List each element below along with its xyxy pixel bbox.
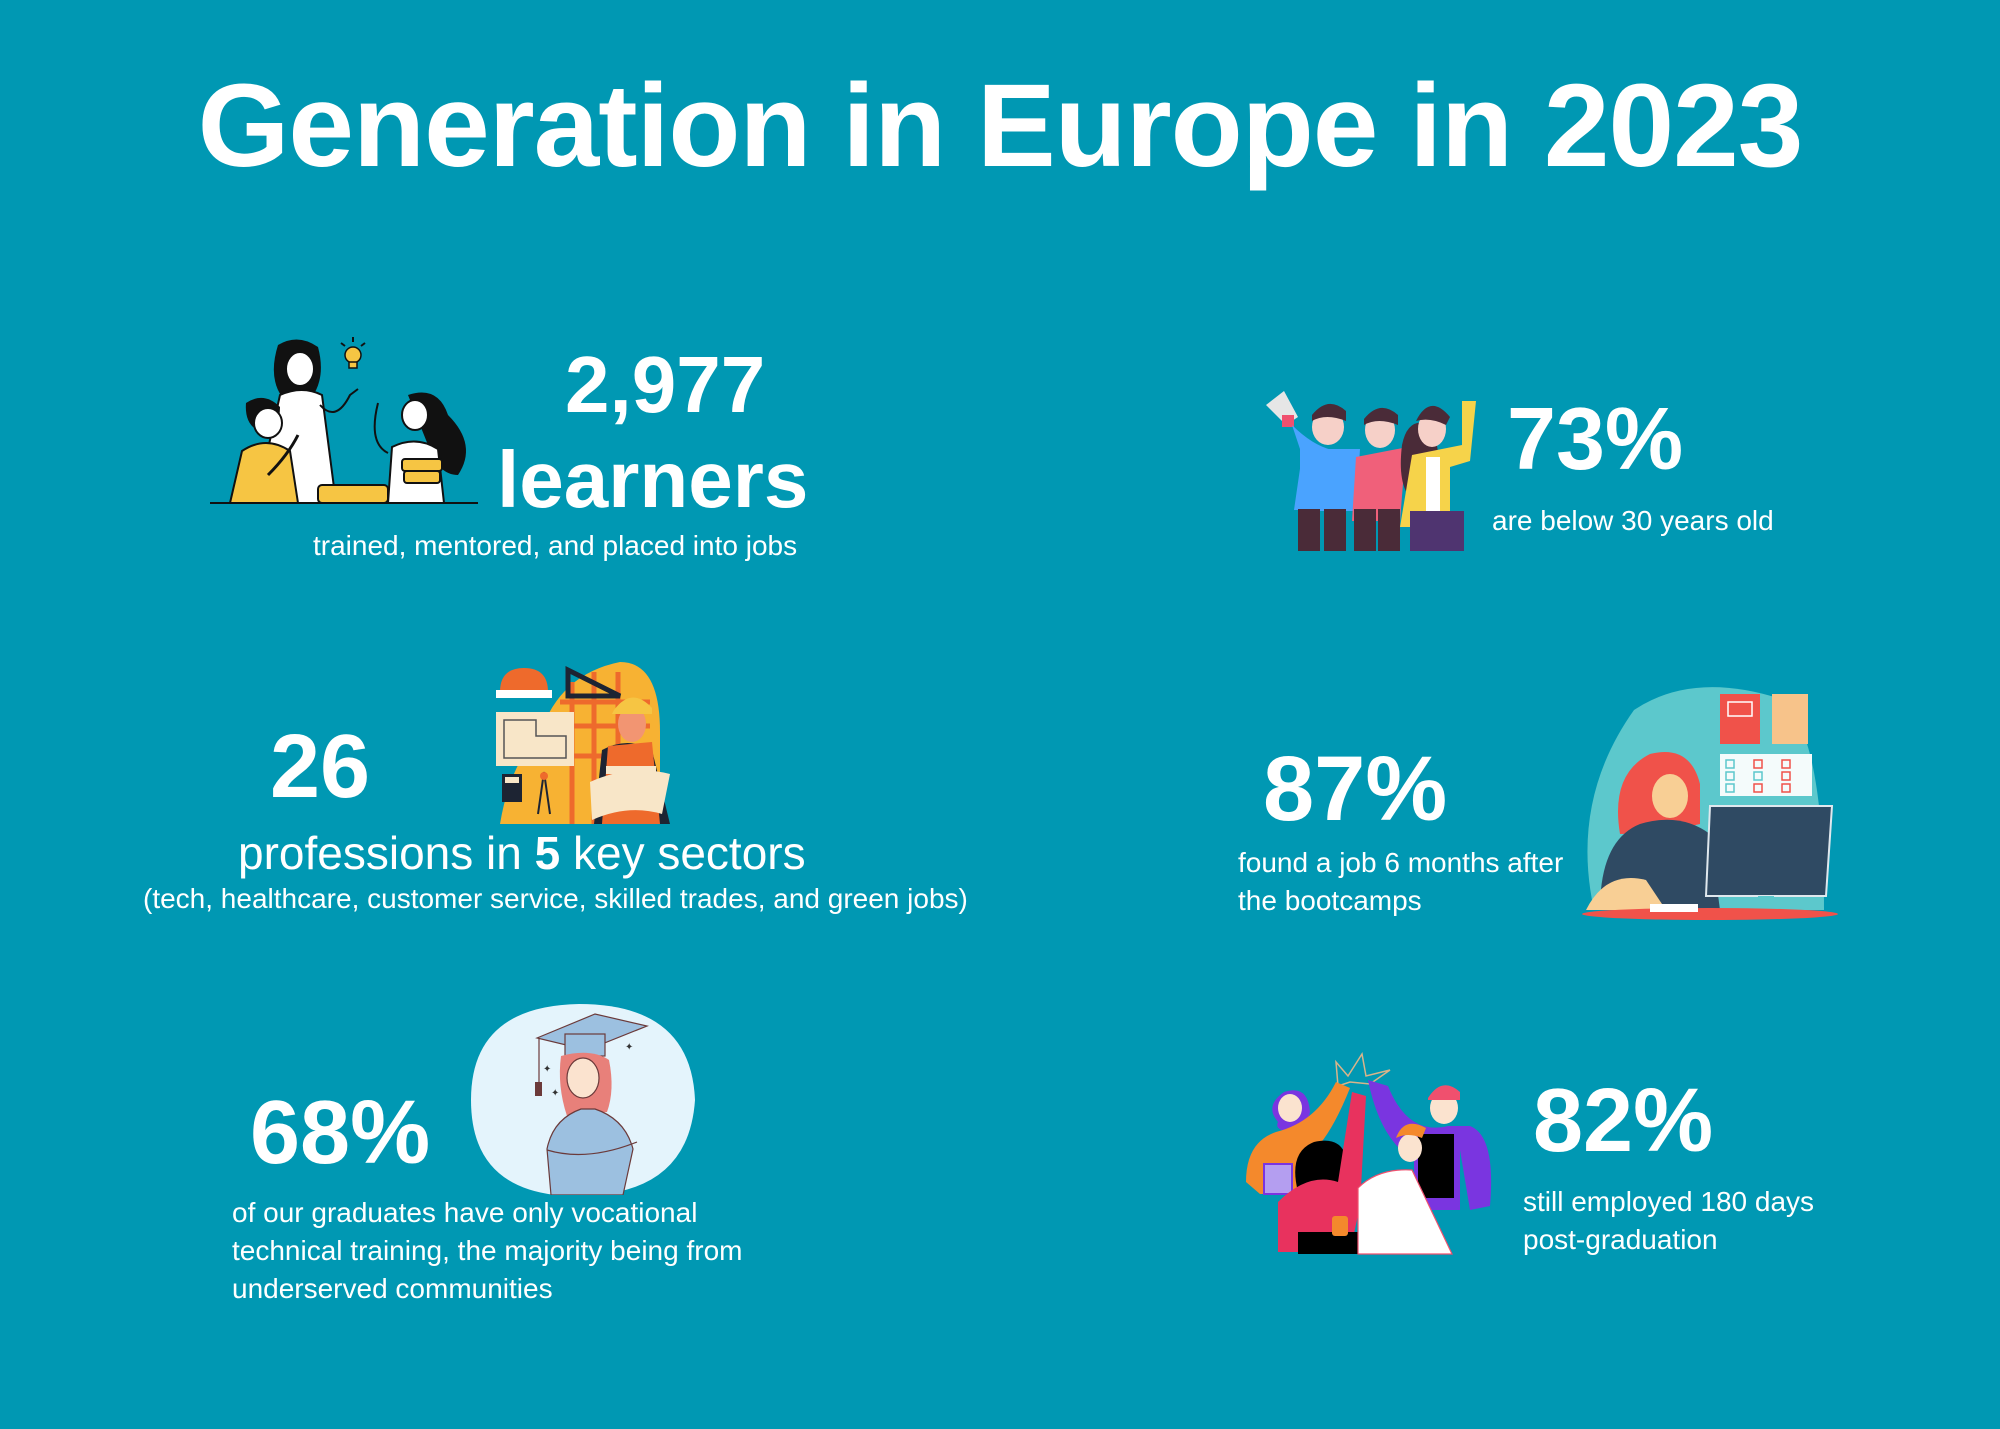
svg-text:✦: ✦: [543, 1064, 551, 1075]
learners-description: trained, mentored, and placed into jobs: [313, 530, 798, 561]
job-found-description-line2: the bootcamps: [1238, 885, 1422, 916]
svg-text:✦: ✦: [625, 1042, 633, 1053]
sectors-count: 5: [534, 827, 561, 879]
retention-description-line2: post-graduation: [1523, 1224, 1718, 1255]
sectors-description: (tech, healthcare, customer service, ski…: [143, 883, 968, 914]
learners-group-illustration-icon: [208, 335, 483, 507]
professions-label-prefix: professions in: [238, 827, 535, 879]
professions-count: 26: [270, 717, 371, 817]
learners-count: 2,977: [565, 340, 766, 429]
retention-percent: 82%: [1533, 1071, 1714, 1171]
high-five-team-illustration-icon: [1238, 1052, 1508, 1262]
professions-label: professions in 5 key sectors: [238, 826, 806, 880]
svg-text:✦: ✦: [551, 1088, 559, 1099]
under30-percent: 73%: [1507, 389, 1684, 488]
retention-description-line1: still employed 180 days: [1523, 1186, 1815, 1217]
construction-worker-illustration-icon: [490, 662, 690, 824]
woman-at-computer-illustration-icon: [1580, 684, 1840, 920]
graduate-illustration-icon: ✦ ✦ ✦: [465, 1000, 700, 1195]
under30-description: are below 30 years old: [1492, 505, 1774, 536]
learners-label: learners: [497, 435, 809, 524]
page-title: Generation in Europe in 2023: [197, 60, 1804, 192]
vocational-description-line1: of our graduates have only vocational: [232, 1197, 698, 1228]
job-found-percent: 87%: [1263, 738, 1448, 840]
young-people-group-illustration-icon: [1262, 385, 1492, 555]
vocational-description-line3: underserved communities: [232, 1273, 553, 1304]
vocational-description-line2: technical training, the majority being f…: [232, 1235, 743, 1266]
vocational-percent: 68%: [250, 1083, 431, 1183]
professions-label-suffix: key sectors: [560, 827, 806, 879]
job-found-description-line1: found a job 6 months after: [1238, 847, 1564, 878]
